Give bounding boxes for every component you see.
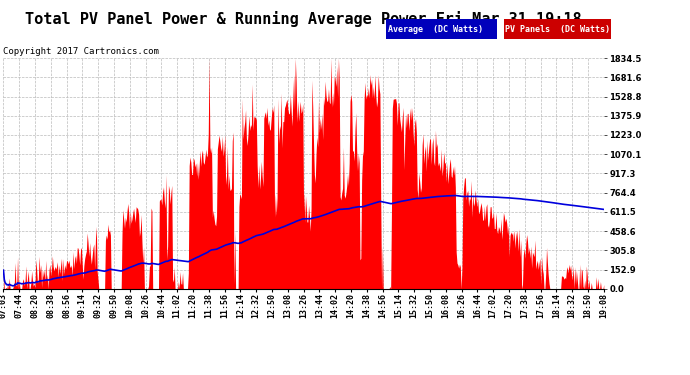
Text: Copyright 2017 Cartronics.com: Copyright 2017 Cartronics.com bbox=[3, 47, 159, 56]
Text: Total PV Panel Power & Running Average Power Fri Mar 31 19:18: Total PV Panel Power & Running Average P… bbox=[26, 11, 582, 27]
Text: PV Panels  (DC Watts): PV Panels (DC Watts) bbox=[505, 25, 610, 34]
Text: Average  (DC Watts): Average (DC Watts) bbox=[388, 25, 483, 34]
